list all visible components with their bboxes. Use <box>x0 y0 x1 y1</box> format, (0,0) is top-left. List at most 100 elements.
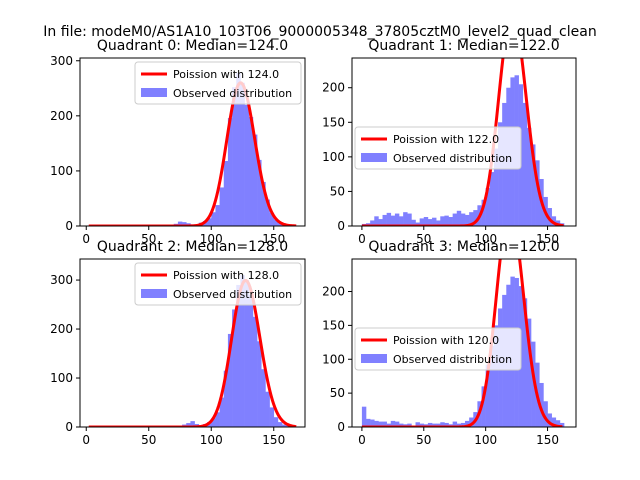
histogram-bar <box>432 423 437 427</box>
histogram-bar <box>282 424 287 427</box>
histogram-bar <box>547 413 552 427</box>
histogram-bar <box>257 159 262 226</box>
histogram-bar <box>236 284 241 427</box>
histogram-bar <box>444 215 449 226</box>
histogram-bar <box>244 280 250 427</box>
histogram-bar <box>481 199 486 226</box>
histogram-bar <box>485 187 491 226</box>
x-tick-label: 0 <box>358 433 366 447</box>
histogram-bar <box>531 341 536 427</box>
histogram-bar <box>215 205 220 226</box>
histogram-bar <box>374 420 379 427</box>
y-tick-label: 100 <box>322 352 345 366</box>
histogram-bar <box>277 422 283 427</box>
histogram-bar <box>469 212 474 226</box>
histogram-bar <box>522 298 528 427</box>
histogram-bar <box>227 118 233 226</box>
y-tick-label: 200 <box>322 285 345 299</box>
histogram-bar <box>223 370 229 427</box>
histogram-bar <box>460 213 466 226</box>
y-tick-label: 50 <box>330 386 345 400</box>
histogram-bar <box>361 406 367 427</box>
x-tick-label: 50 <box>141 232 156 246</box>
legend-label-hist: Observed distribution <box>173 288 292 301</box>
x-tick-label: 0 <box>82 232 90 246</box>
histogram-bar <box>370 220 375 226</box>
legend: Poission with 124.0 Observed distribution <box>134 61 302 105</box>
x-tick-label: 100 <box>474 433 497 447</box>
histogram-bar <box>394 421 400 427</box>
legend-bar-swatch <box>141 289 167 298</box>
chart-title: Quadrant 1: Median=122.0 <box>368 38 559 54</box>
chart-panel-3: 0 50 100 150 0 50 100 150 200 Quadrant 3: Median=… <box>322 239 577 447</box>
x-tick-label: 0 <box>358 232 366 246</box>
histogram-bar <box>374 216 379 226</box>
histogram-bar <box>261 181 266 226</box>
legend-label-hist: Observed distribution <box>393 353 512 366</box>
histogram-bar <box>481 386 486 427</box>
legend-label-fit: Poission with 128.0 <box>173 269 279 282</box>
legend-box <box>354 327 522 371</box>
y-tick-label: 150 <box>322 318 345 332</box>
histogram-bar <box>493 148 499 226</box>
y-tick-label: 0 <box>65 420 73 434</box>
histogram-bar <box>407 213 412 226</box>
y-tick-label: 0 <box>337 420 345 434</box>
histogram-bar <box>427 422 433 427</box>
y-tick-label: 150 <box>322 115 345 129</box>
legend: Poission with 122.0 Observed distribution <box>354 126 522 170</box>
histogram-bar <box>244 104 250 226</box>
histogram-bar <box>526 127 532 226</box>
histogram-bar <box>265 199 270 226</box>
histogram-bar <box>236 72 241 226</box>
x-tick-label: 100 <box>200 433 223 447</box>
histogram-bar <box>269 407 275 427</box>
histogram-bar <box>273 219 279 226</box>
histogram-bar <box>551 417 557 427</box>
axes-frame <box>79 258 306 428</box>
histogram-bar <box>273 417 279 427</box>
chart-title: Quadrant 2: Median=128.0 <box>97 239 288 255</box>
y-tick-label: 100 <box>322 150 345 164</box>
legend-bar-swatch <box>361 354 387 363</box>
histogram-bar <box>240 275 245 427</box>
histogram-bar <box>257 341 262 427</box>
x-tick-label: 150 <box>262 433 285 447</box>
x-tick-label: 50 <box>416 232 431 246</box>
histogram-bar <box>489 345 495 427</box>
legend: Poission with 120.0 Observed distribution <box>354 327 522 371</box>
y-tick-label: 300 <box>50 54 73 68</box>
histogram-bar <box>366 418 371 427</box>
histogram-bar <box>277 222 283 226</box>
histogram-bar <box>232 309 237 427</box>
histogram-bar <box>219 187 225 226</box>
histogram-bar <box>448 217 453 226</box>
histogram-bar <box>419 218 425 226</box>
histogram-bar <box>407 423 412 427</box>
histogram-bar <box>207 218 212 226</box>
legend-bar-swatch <box>361 153 387 162</box>
histogram-bar <box>543 401 548 427</box>
histogram-bar <box>465 214 470 226</box>
histogram-bar <box>535 160 540 226</box>
histogram-bar <box>493 325 499 427</box>
histogram-bar <box>390 420 396 427</box>
legend-label-fit: Poission with 124.0 <box>173 68 279 81</box>
histogram-bar <box>269 212 275 226</box>
y-tick-label: 200 <box>50 322 73 336</box>
histogram-bar <box>469 417 474 427</box>
histogram-bar <box>261 369 266 427</box>
legend-label-fit: Poission with 122.0 <box>393 133 499 146</box>
histogram-bar <box>370 419 375 427</box>
histogram-bar <box>415 222 420 226</box>
axes-frame <box>351 57 577 227</box>
histogram-bar <box>498 122 503 226</box>
histogram-bar <box>240 82 245 226</box>
histogram-bar <box>215 412 220 427</box>
histogram-bar <box>460 422 466 427</box>
histogram-bar <box>390 215 396 226</box>
histogram-bar <box>485 364 491 427</box>
legend-label-hist: Observed distribution <box>393 152 512 165</box>
histogram-bar <box>539 382 544 427</box>
histogram-bar <box>223 161 229 226</box>
